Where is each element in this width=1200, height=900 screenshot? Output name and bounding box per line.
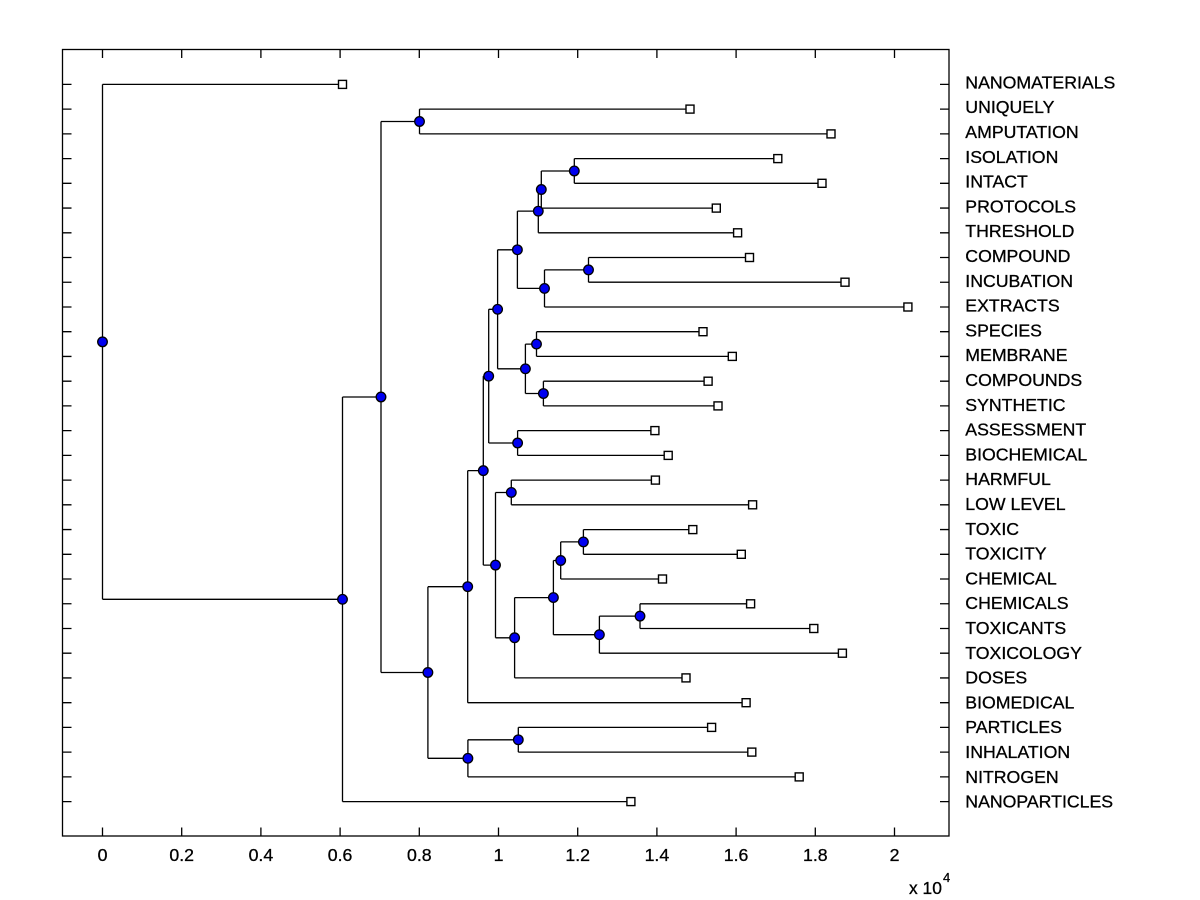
svg-text:0.2: 0.2 [169, 845, 194, 865]
svg-text:UNIQUELY: UNIQUELY [965, 97, 1054, 117]
svg-text:ASSESSMENT: ASSESSMENT [965, 420, 1086, 440]
svg-text:0.4: 0.4 [249, 845, 274, 865]
svg-text:0.8: 0.8 [407, 845, 432, 865]
svg-text:NITROGEN: NITROGEN [965, 767, 1058, 787]
svg-text:INCUBATION: INCUBATION [965, 271, 1073, 291]
svg-text:LOW LEVEL: LOW LEVEL [965, 494, 1065, 514]
svg-text:TOXIC: TOXIC [965, 519, 1019, 539]
svg-text:CHEMICAL: CHEMICAL [965, 568, 1057, 588]
svg-text:PROTOCOLS: PROTOCOLS [965, 196, 1076, 216]
svg-text:0: 0 [98, 845, 108, 865]
svg-text:4: 4 [943, 870, 950, 885]
svg-text:1.8: 1.8 [803, 845, 828, 865]
svg-text:TOXICANTS: TOXICANTS [965, 618, 1066, 638]
svg-text:1.2: 1.2 [565, 845, 590, 865]
svg-text:2: 2 [890, 845, 900, 865]
svg-text:1: 1 [494, 845, 504, 865]
svg-text:COMPOUNDS: COMPOUNDS [965, 370, 1082, 390]
svg-text:TOXICITY: TOXICITY [965, 544, 1046, 564]
svg-text:EXTRACTS: EXTRACTS [965, 296, 1059, 316]
svg-text:DOSES: DOSES [965, 668, 1027, 688]
svg-text:SYNTHETIC: SYNTHETIC [965, 395, 1065, 415]
svg-text:INHALATION: INHALATION [965, 742, 1070, 762]
svg-text:0.6: 0.6 [328, 845, 353, 865]
svg-text:THRESHOLD: THRESHOLD [965, 221, 1074, 241]
svg-text:COMPOUND: COMPOUND [965, 246, 1070, 266]
svg-text:NANOPARTICLES: NANOPARTICLES [965, 792, 1113, 812]
svg-text:NANOMATERIALS: NANOMATERIALS [965, 72, 1115, 92]
svg-text:x 10: x 10 [909, 878, 942, 898]
svg-text:MEMBRANE: MEMBRANE [965, 345, 1067, 365]
svg-text:1.4: 1.4 [645, 845, 670, 865]
svg-text:INTACT: INTACT [965, 172, 1028, 192]
svg-text:TOXICOLOGY: TOXICOLOGY [965, 643, 1082, 663]
svg-text:PARTICLES: PARTICLES [965, 717, 1062, 737]
svg-text:1.6: 1.6 [724, 845, 749, 865]
svg-text:ISOLATION: ISOLATION [965, 147, 1058, 167]
svg-text:HARMFUL: HARMFUL [965, 469, 1051, 489]
svg-text:AMPUTATION: AMPUTATION [965, 122, 1078, 142]
svg-text:BIOCHEMICAL: BIOCHEMICAL [965, 444, 1087, 464]
svg-text:SPECIES: SPECIES [965, 320, 1042, 340]
svg-text:CHEMICALS: CHEMICALS [965, 593, 1068, 613]
svg-text:BIOMEDICAL: BIOMEDICAL [965, 692, 1074, 712]
